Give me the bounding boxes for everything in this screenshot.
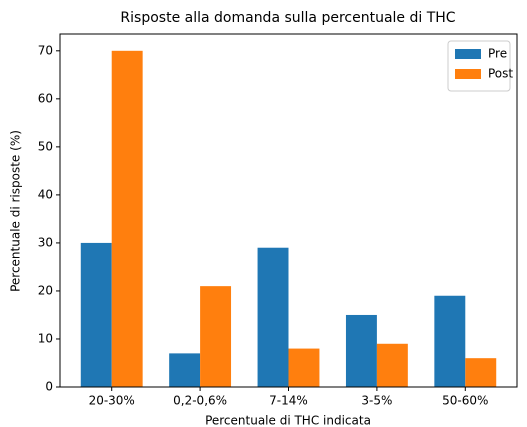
x-tick-label: 20-30%	[89, 394, 135, 408]
bar	[80, 242, 112, 387]
y-tick-label: 70	[38, 43, 53, 57]
x-tick-label: 0,2-0,6%	[173, 394, 227, 408]
y-tick-label: 20	[38, 283, 53, 297]
y-axis-label: Percentuale di risposte (%)	[9, 130, 23, 292]
x-tick-label: 7-14%	[269, 394, 308, 408]
bar	[376, 343, 408, 387]
y-tick-label: 30	[38, 235, 53, 249]
legend-label: Pre	[488, 47, 507, 61]
bar	[200, 286, 232, 387]
bar	[288, 348, 320, 387]
bar	[434, 295, 466, 387]
legend-label: Post	[488, 67, 513, 81]
bar	[169, 353, 201, 387]
legend-swatch	[455, 69, 481, 79]
x-tick-label: 3-5%	[361, 394, 392, 408]
plot-frame	[59, 33, 518, 388]
bar	[257, 247, 289, 387]
bar	[465, 358, 497, 387]
x-axis-label: Percentuale di THC indicata	[205, 414, 371, 427]
legend-swatch	[455, 49, 481, 59]
bar	[111, 50, 143, 388]
bar	[345, 314, 377, 387]
y-tick-label: 40	[38, 187, 53, 201]
y-tick-label: 10	[38, 331, 53, 345]
x-tick-label: 50-60%	[442, 394, 488, 408]
y-tick-label: 60	[38, 91, 53, 105]
y-tick-label: 50	[38, 139, 53, 153]
chart-title: Risposte alla domanda sulla percentuale …	[120, 10, 455, 26]
y-tick-label: 0	[45, 380, 53, 394]
